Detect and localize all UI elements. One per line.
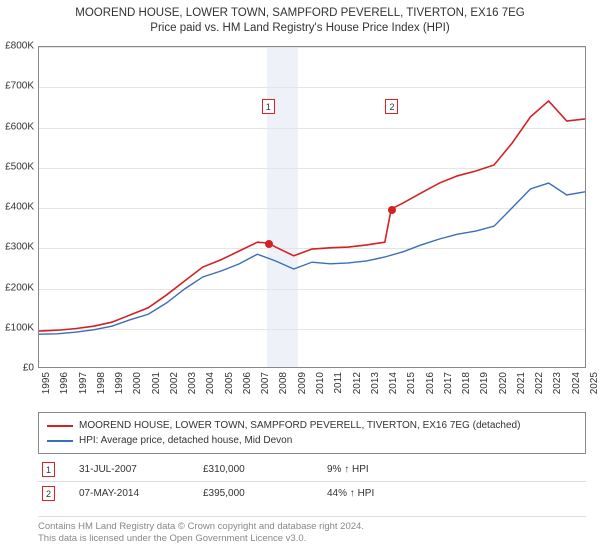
legend-swatch-property bbox=[47, 425, 73, 427]
y-axis: £0£100K£200K£300K£400K£500K£600K£700K£80… bbox=[0, 46, 36, 368]
legend-swatch-hpi bbox=[47, 440, 73, 442]
x-tick-label: 1997 bbox=[78, 372, 89, 394]
sale-point-marker bbox=[388, 206, 396, 214]
chart-lines-svg bbox=[39, 47, 585, 367]
x-tick-label: 2008 bbox=[278, 372, 289, 394]
sale-point-marker bbox=[265, 240, 273, 248]
y-tick-label: £100K bbox=[5, 322, 34, 333]
legend: MOOREND HOUSE, LOWER TOWN, SAMPFORD PEVE… bbox=[38, 412, 586, 454]
x-tick-label: 2007 bbox=[260, 372, 271, 394]
plot-marker-badge: 2 bbox=[385, 99, 398, 114]
x-tick-label: 2025 bbox=[589, 372, 600, 394]
y-tick-label: £300K bbox=[5, 242, 34, 253]
sale-price: £310,000 bbox=[203, 464, 303, 475]
x-tick-label: 2021 bbox=[516, 372, 527, 394]
plot-marker-badge: 1 bbox=[262, 99, 275, 114]
x-tick-label: 2004 bbox=[205, 372, 216, 394]
series-line-hpi bbox=[39, 183, 585, 334]
x-tick-label: 2010 bbox=[315, 372, 326, 394]
sale-row: 2 07-MAY-2014 £395,000 44% ↑ HPI bbox=[38, 481, 586, 505]
y-tick-label: £200K bbox=[5, 282, 34, 293]
x-tick-label: 2011 bbox=[333, 372, 344, 394]
x-tick-label: 1998 bbox=[96, 372, 107, 394]
series-line-property bbox=[39, 101, 585, 331]
x-tick-label: 2018 bbox=[461, 372, 472, 394]
x-tick-label: 2019 bbox=[479, 372, 490, 394]
legend-row-property: MOOREND HOUSE, LOWER TOWN, SAMPFORD PEVE… bbox=[47, 418, 577, 433]
chart-title-block: MOOREND HOUSE, LOWER TOWN, SAMPFORD PEVE… bbox=[0, 0, 600, 38]
chart-title-address: MOOREND HOUSE, LOWER TOWN, SAMPFORD PEVE… bbox=[8, 6, 592, 21]
x-tick-label: 1995 bbox=[41, 372, 52, 394]
sale-marker-badge: 2 bbox=[42, 486, 55, 501]
legend-label-hpi: HPI: Average price, detached house, Mid … bbox=[79, 433, 292, 448]
x-tick-label: 2016 bbox=[425, 372, 436, 394]
x-tick-label: 2005 bbox=[224, 372, 235, 394]
y-tick-label: £400K bbox=[5, 202, 34, 213]
x-tick-label: 2003 bbox=[187, 372, 198, 394]
chart-subtitle: Price paid vs. HM Land Registry's House … bbox=[8, 21, 592, 36]
sale-hpi-delta: 44% ↑ HPI bbox=[327, 488, 427, 499]
x-axis: 1995 1996 1997 1998 1999 2000 2001 2002 2003 2004… bbox=[38, 370, 586, 410]
x-tick-label: 1999 bbox=[114, 372, 125, 394]
x-tick-label: 2020 bbox=[498, 372, 509, 394]
y-tick-label: £0 bbox=[23, 363, 34, 374]
footnote: Contains HM Land Registry data © Crown c… bbox=[38, 516, 586, 546]
x-tick-label: 2006 bbox=[242, 372, 253, 394]
x-tick-label: 2002 bbox=[169, 372, 180, 394]
x-tick-label: 2000 bbox=[132, 372, 143, 394]
x-tick-label: 2012 bbox=[352, 372, 363, 394]
sale-row: 1 31-JUL-2007 £310,000 9% ↑ HPI bbox=[38, 458, 586, 481]
y-tick-label: £700K bbox=[5, 81, 34, 92]
x-tick-label: 2024 bbox=[571, 372, 582, 394]
x-tick-label: 2017 bbox=[443, 372, 454, 394]
x-tick-label: 2015 bbox=[406, 372, 417, 394]
x-tick-label: 2023 bbox=[552, 372, 563, 394]
sale-date: 31-JUL-2007 bbox=[79, 464, 179, 475]
sale-marker-badge: 1 bbox=[42, 462, 55, 477]
price-chart-card: MOOREND HOUSE, LOWER TOWN, SAMPFORD PEVE… bbox=[0, 0, 600, 560]
x-tick-label: 2013 bbox=[370, 372, 381, 394]
sale-hpi-delta: 9% ↑ HPI bbox=[327, 464, 427, 475]
footnote-line2: This data is licensed under the Open Gov… bbox=[38, 533, 586, 545]
y-tick-label: £600K bbox=[5, 121, 34, 132]
x-tick-label: 1996 bbox=[59, 372, 70, 394]
legend-row-hpi: HPI: Average price, detached house, Mid … bbox=[47, 433, 577, 448]
legend-label-property: MOOREND HOUSE, LOWER TOWN, SAMPFORD PEVE… bbox=[79, 418, 520, 433]
footnote-line1: Contains HM Land Registry data © Crown c… bbox=[38, 521, 586, 533]
x-tick-label: 2022 bbox=[534, 372, 545, 394]
sale-date: 07-MAY-2014 bbox=[79, 488, 179, 499]
y-tick-label: £500K bbox=[5, 161, 34, 172]
sales-table: 1 31-JUL-2007 £310,000 9% ↑ HPI 2 07-MAY… bbox=[38, 458, 586, 505]
x-tick-label: 2014 bbox=[388, 372, 399, 394]
x-tick-label: 2001 bbox=[151, 372, 162, 394]
x-tick-label: 2009 bbox=[297, 372, 308, 394]
sale-price: £395,000 bbox=[203, 488, 303, 499]
y-tick-label: £800K bbox=[5, 41, 34, 52]
plot-area: 12 bbox=[38, 46, 586, 368]
